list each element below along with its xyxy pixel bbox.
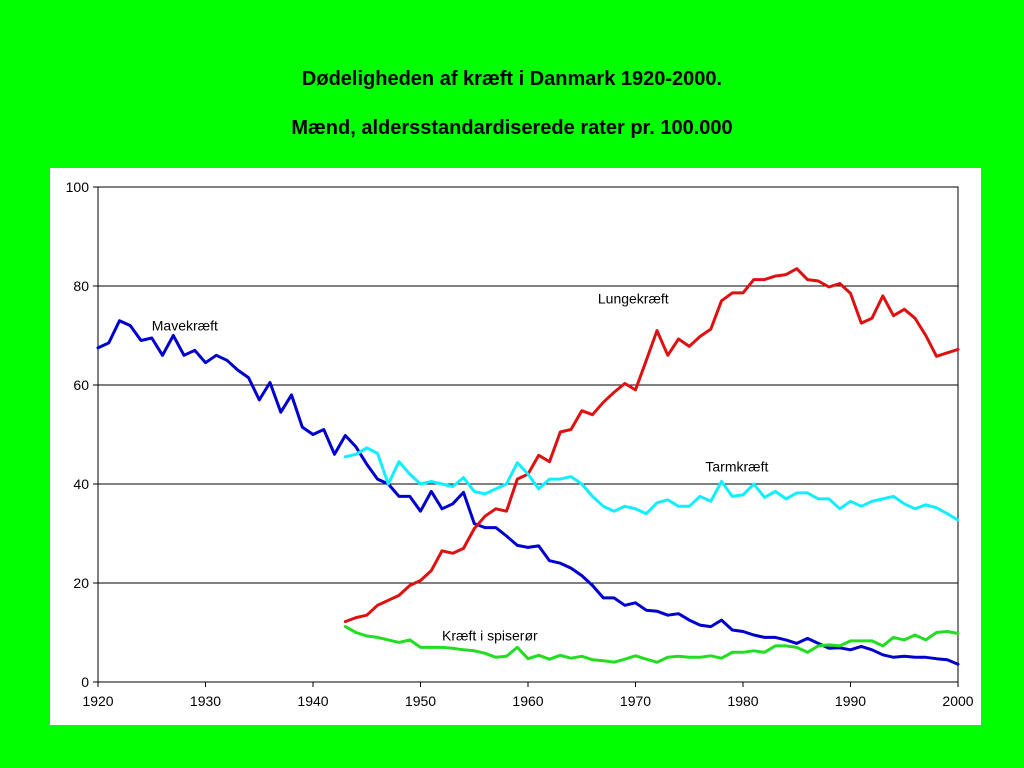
chart-subtitle: Mænd, aldersstandardiserede rater pr. 10… <box>291 117 733 139</box>
series-line-1 <box>96 319 960 666</box>
x-tick-label-1940: 1940 <box>297 693 328 709</box>
x-tick-label-1930: 1930 <box>190 693 221 709</box>
series-label-4: Kræft i spiserør <box>442 627 538 643</box>
x-tick-label-1980: 1980 <box>727 693 758 709</box>
x-tick-label-2000: 2000 <box>942 693 973 709</box>
x-tick-label-1990: 1990 <box>835 693 866 709</box>
series-line-2 <box>343 267 960 624</box>
x-tick-label-1970: 1970 <box>620 693 651 709</box>
line-chart: 0 20 40 60 80 100 1920 1930 1940 1950 1960 1970 1980… <box>66 179 974 709</box>
series-label-2: Lungekræft <box>598 290 669 306</box>
y-tick-label-60: 60 <box>73 377 89 393</box>
chart-panel: 0 20 40 60 80 100 1920 1930 1940 1950 1960 1970 1980… <box>50 168 981 725</box>
y-tick-label-0: 0 <box>81 674 89 690</box>
series-line-4 <box>343 625 960 664</box>
plot-area-border <box>97 186 959 683</box>
y-tick-label-20: 20 <box>73 575 89 591</box>
y-tick-label-40: 40 <box>73 476 89 492</box>
series-label-3: Tarmkræft <box>705 459 768 475</box>
series-label-1: Mavekræft <box>152 318 218 334</box>
chart-title: Dødeligheden af kræft i Danmark 1920-200… <box>301 68 723 90</box>
x-tick-label-1960: 1960 <box>512 693 543 709</box>
series-line-3 <box>343 446 960 522</box>
y-tick-label-80: 80 <box>73 278 89 294</box>
y-tick-label-100: 100 <box>66 179 90 195</box>
x-tick-label-1950: 1950 <box>405 693 436 709</box>
x-tick-label-1920: 1920 <box>82 693 113 709</box>
